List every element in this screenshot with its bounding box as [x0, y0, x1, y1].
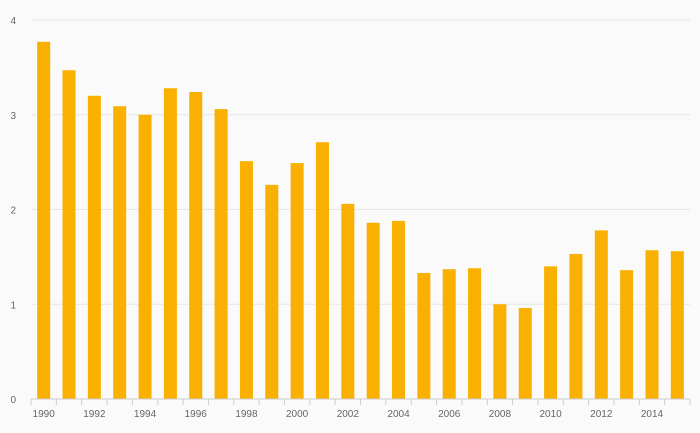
- bar: [113, 106, 127, 399]
- bar: [37, 41, 51, 399]
- bar: [468, 268, 482, 399]
- x-tick-label: 2012: [590, 409, 613, 420]
- x-tick-label: 1992: [83, 409, 106, 420]
- x-axis-labels: 1990 1992 1994 1996 1998 2000 2002 2004 2006 2008…: [33, 409, 664, 420]
- bars: [37, 41, 684, 400]
- bar: [163, 88, 177, 399]
- bar: [417, 272, 431, 399]
- bar: [670, 251, 684, 399]
- x-tick-label: 1998: [235, 409, 258, 420]
- x-tick-label: 2000: [286, 409, 309, 420]
- bar: [138, 114, 152, 399]
- grid-lines: [31, 19, 690, 305]
- bar: [594, 230, 608, 399]
- bar: [189, 92, 203, 399]
- y-axis-labels: 0 1 2 3 4: [10, 16, 16, 406]
- x-tick-label: 2014: [641, 409, 664, 420]
- bar: [290, 163, 304, 399]
- bar: [265, 184, 279, 399]
- y-tick-label: 2: [10, 206, 16, 217]
- x-tick-label: 2002: [337, 409, 360, 420]
- bar: [392, 220, 406, 399]
- x-tick-label: 2010: [539, 409, 562, 420]
- bar: [620, 270, 634, 399]
- bar: [493, 304, 507, 399]
- y-tick-label: 0: [10, 395, 16, 406]
- x-tick-label: 1990: [33, 409, 56, 420]
- bar: [544, 266, 558, 399]
- x-axis-ticks: [30, 399, 691, 405]
- x-tick-label: 1996: [185, 409, 208, 420]
- bar: [366, 222, 380, 399]
- bar: [569, 254, 583, 399]
- bar: [62, 70, 76, 399]
- x-tick-label: 1994: [134, 409, 157, 420]
- x-tick-label: 2004: [387, 409, 410, 420]
- bar: [341, 203, 355, 399]
- bar: [518, 308, 532, 399]
- bar: [442, 269, 456, 399]
- x-tick-label: 2006: [438, 409, 461, 420]
- bar: [87, 95, 101, 400]
- bar: [645, 250, 659, 399]
- y-tick-label: 3: [10, 111, 16, 122]
- x-tick-label: 2008: [489, 409, 512, 420]
- y-tick-label: 4: [10, 16, 16, 27]
- y-tick-label: 1: [10, 300, 16, 311]
- bar: [239, 161, 253, 399]
- bar: [315, 142, 329, 400]
- bar: [214, 109, 228, 399]
